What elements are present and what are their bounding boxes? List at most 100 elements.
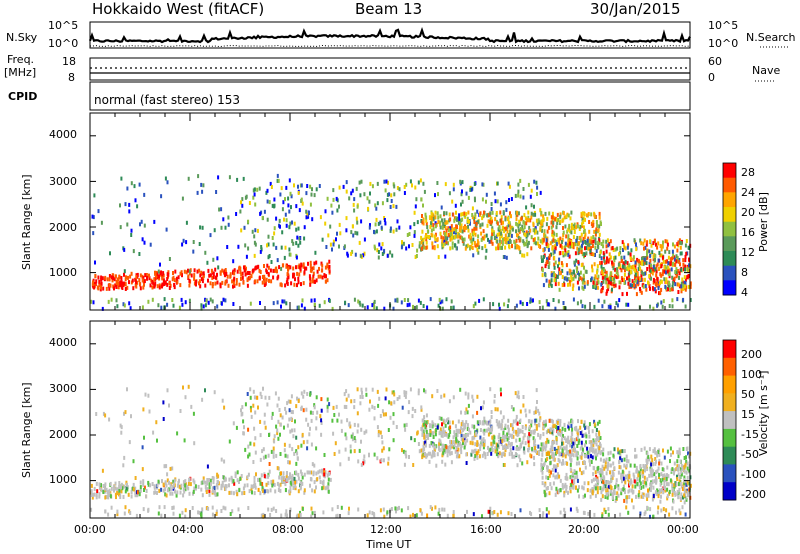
velocity-cell	[479, 435, 482, 440]
power-cell	[444, 182, 447, 187]
power-cell	[540, 222, 543, 227]
power-cell	[129, 306, 132, 311]
power-cell	[624, 268, 626, 273]
power-cell	[293, 221, 296, 226]
power-cell	[93, 285, 96, 290]
power-cell	[569, 216, 572, 221]
velocity-cell	[598, 419, 601, 424]
power-cell	[298, 208, 301, 213]
power-cell	[247, 246, 250, 251]
power-cell	[373, 305, 376, 310]
power-cell	[166, 277, 169, 281]
power-cell	[562, 211, 565, 216]
velocity-cell	[104, 509, 107, 514]
power-cell	[535, 218, 538, 223]
velocity-cell	[526, 435, 529, 440]
velocity-cell	[328, 471, 331, 476]
velocity-cell	[491, 435, 494, 440]
velocity-cell	[284, 453, 287, 458]
power-cell	[210, 268, 213, 273]
power-cell	[114, 283, 117, 288]
velocity-cell	[261, 449, 264, 454]
power-cell	[551, 223, 554, 228]
velocity-cell	[466, 410, 469, 415]
power-cell	[336, 231, 338, 236]
velocity-cell	[515, 414, 518, 419]
power-cell	[532, 223, 535, 228]
velocity-cell	[98, 494, 101, 499]
power-cell	[283, 255, 286, 260]
velocity-cell	[235, 489, 238, 494]
power-cell	[314, 250, 317, 255]
velocity-cell	[525, 413, 528, 418]
power-cell	[252, 195, 255, 200]
velocity-cell	[542, 442, 545, 447]
power-cell	[244, 195, 247, 200]
power-cell	[598, 224, 601, 229]
velocity-cell	[277, 396, 280, 401]
velocity-cell	[462, 441, 464, 445]
velocity-cell	[470, 452, 473, 457]
velocity-cell	[272, 506, 275, 511]
power-cell	[558, 240, 561, 245]
power-cell	[539, 239, 542, 244]
velocity-cell	[544, 422, 547, 427]
power-cell	[332, 188, 335, 193]
velocity-cell	[465, 461, 468, 465]
power-cell	[138, 278, 141, 283]
power-cell	[660, 264, 663, 269]
velocity-cell	[166, 388, 169, 393]
power-cell	[358, 240, 361, 245]
power-cell	[578, 272, 581, 277]
power-cell	[369, 223, 371, 228]
power-cell	[676, 248, 679, 253]
power-cell	[592, 280, 595, 285]
power-cell	[158, 274, 160, 279]
velocity-cell	[646, 497, 649, 501]
velocity-cell	[478, 454, 481, 459]
velocity-cell	[553, 423, 556, 428]
power-cell	[634, 272, 637, 277]
velocity-cell	[615, 496, 618, 500]
velocity-cell	[147, 393, 150, 398]
power-cell	[595, 227, 598, 232]
velocity-cell	[208, 492, 211, 497]
velocity-cell	[652, 449, 655, 454]
power-cell	[575, 238, 578, 243]
power-cell	[614, 247, 617, 252]
velocity-cell	[672, 450, 674, 455]
velocity-cell	[213, 390, 216, 395]
velocity-cell	[584, 465, 587, 470]
power-cell	[296, 283, 298, 288]
velocity-cell	[462, 422, 465, 427]
power-cell	[272, 242, 275, 247]
power-cell	[529, 297, 532, 302]
velocity-cell	[290, 410, 293, 414]
power-cell	[332, 242, 335, 247]
power-cell	[570, 222, 573, 227]
velocity-cell	[614, 485, 617, 490]
power-cell	[499, 202, 502, 207]
power-cell	[555, 232, 558, 237]
velocity-cell	[481, 514, 483, 519]
velocity-cell	[662, 467, 665, 472]
power-cell	[603, 256, 605, 261]
power-cell	[529, 228, 532, 233]
power-cell	[269, 181, 272, 186]
velocity-cell	[247, 472, 250, 477]
power-cell	[212, 272, 215, 276]
power-cell	[568, 280, 571, 285]
velocity-cell	[252, 389, 255, 394]
velocity-cell	[382, 412, 385, 417]
power-cell	[665, 280, 668, 284]
velocity-cell	[610, 489, 613, 494]
power-cell	[423, 245, 426, 250]
velocity-cell	[224, 486, 227, 491]
velocity-cell	[601, 464, 604, 469]
power-cell	[568, 254, 571, 259]
power-cell	[179, 271, 182, 276]
velocity-cell	[354, 438, 357, 443]
power-cell	[130, 228, 133, 233]
velocity-cell	[151, 482, 154, 486]
power-cell	[97, 286, 100, 291]
